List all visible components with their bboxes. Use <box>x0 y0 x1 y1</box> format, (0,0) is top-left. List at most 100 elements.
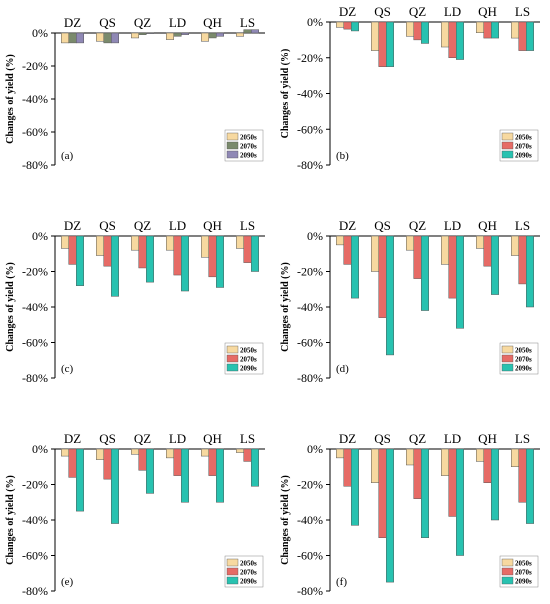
chart-panel-4: 0% -20% -40% -60% -80% Changes of yield (%) DZ… <box>280 218 540 385</box>
bar-2050s-QZ <box>406 235 414 251</box>
bar-2090s-LD <box>456 448 464 556</box>
bar-2050s-QH <box>476 235 484 249</box>
bar-2090s-QZ <box>146 448 154 494</box>
legend-swatch-2090s <box>501 150 514 159</box>
bar-2070s-QS <box>378 21 387 67</box>
legend-label: 2090s <box>240 578 257 586</box>
legend-swatch-2090s <box>226 363 239 372</box>
bar-2090s-LS <box>526 448 534 524</box>
bar-2070s-LS <box>243 235 252 263</box>
bar-2050s-LS <box>236 235 244 249</box>
bar-2050s-QS <box>371 448 379 483</box>
bar-2090s-DZ <box>76 32 84 44</box>
y-tick-label: -20% <box>297 51 323 65</box>
bar-2090s-QS <box>111 235 119 297</box>
legend-label: 2070s <box>240 143 257 151</box>
bar-2090s-QS <box>111 32 119 44</box>
bar-2050s-QS <box>96 32 104 42</box>
category-label: QH <box>203 218 222 233</box>
bar-2050s-QZ <box>406 21 414 37</box>
legend-swatch-2070s <box>501 567 514 576</box>
y-tick-label: -20% <box>22 478 48 492</box>
bar-2090s-DZ <box>351 21 359 32</box>
bar-2050s-DZ <box>336 235 344 246</box>
bar-2070s-LS <box>243 448 252 462</box>
bar-2070s-DZ <box>343 21 352 30</box>
y-tick-label: 0% <box>32 26 48 40</box>
bar-2050s-QH <box>476 21 484 33</box>
bar-2090s-LS <box>251 448 259 487</box>
legend-swatch-2090s <box>501 363 514 372</box>
bar-2070s-QS <box>378 235 387 318</box>
bar-2070s-LD <box>173 235 182 276</box>
y-tick-label: -40% <box>22 513 48 527</box>
y-tick-label: -40% <box>297 513 323 527</box>
bar-2050s-QZ <box>131 235 139 251</box>
category-label: LS <box>240 218 255 233</box>
y-tick-label: -40% <box>297 300 323 314</box>
panel-label: (e) <box>61 576 74 588</box>
bar-2050s-QH <box>201 448 209 457</box>
bar-2070s-LS <box>243 29 252 34</box>
bar-2090s-QH <box>216 235 224 288</box>
bar-2090s-QZ <box>146 32 154 34</box>
y-tick-label: -80% <box>297 584 323 598</box>
bar-2050s-LD <box>441 448 449 476</box>
bar-2070s-QH <box>483 448 492 483</box>
bar-2050s-DZ <box>61 448 69 457</box>
legend-label: 2050s <box>515 134 532 142</box>
bar-2090s-QZ <box>146 235 154 283</box>
bar-2070s-QH <box>208 235 217 278</box>
category-label: QZ <box>134 218 151 233</box>
category-label: LD <box>169 218 186 233</box>
category-label: QZ <box>134 431 151 446</box>
bar-2070s-DZ <box>68 32 77 44</box>
legend-swatch-2050s <box>501 558 514 567</box>
y-axis-title: Changes of yield (%) <box>280 475 291 565</box>
category-label: QZ <box>409 218 426 233</box>
bar-2050s-DZ <box>61 235 69 249</box>
bar-2050s-QZ <box>131 32 139 39</box>
bar-2070s-QH <box>208 32 217 39</box>
bar-2090s-LD <box>181 448 189 503</box>
bar-2090s-LD <box>456 21 464 60</box>
bar-2090s-LS <box>251 235 259 272</box>
y-tick-label: -40% <box>297 87 323 101</box>
legend-label: 2070s <box>515 143 532 151</box>
y-tick-label: -80% <box>22 158 48 172</box>
y-axis-title: Changes of yield (%) <box>5 54 16 144</box>
bar-2070s-LS <box>518 21 527 51</box>
panel-label: (b) <box>336 150 349 162</box>
bar-2050s-LS <box>236 32 244 37</box>
bar-2090s-QS <box>386 235 394 356</box>
bar-2090s-LD <box>181 235 189 292</box>
bar-2050s-LD <box>166 235 174 251</box>
y-tick-label: -60% <box>22 125 48 139</box>
bar-2090s-QH <box>216 448 224 503</box>
bar-2070s-QZ <box>413 235 422 279</box>
category-label: DZ <box>339 4 356 19</box>
bar-2090s-DZ <box>351 448 359 526</box>
panel-label: (d) <box>336 363 349 375</box>
bar-2070s-QZ <box>138 235 147 269</box>
chart-panel-3: 0% -20% -40% -60% -80% Changes of yield (%) DZ… <box>5 218 265 385</box>
legend-label: 2090s <box>515 578 532 586</box>
category-label: QH <box>478 431 497 446</box>
bar-2070s-LD <box>448 235 457 299</box>
y-tick-label: -60% <box>22 549 48 563</box>
legend-swatch-2050s <box>501 132 514 141</box>
bar-2070s-QZ <box>413 448 422 499</box>
category-label: QZ <box>409 4 426 19</box>
bar-2090s-LD <box>456 235 464 329</box>
chart-panel-1: 0% -20% -40% -60% -80% Changes of yield (%) DZ… <box>5 15 265 172</box>
y-axis-title: Changes of yield (%) <box>280 49 291 139</box>
y-tick-label: -80% <box>22 584 48 598</box>
bar-2050s-QS <box>96 448 104 460</box>
bar-2070s-QH <box>483 235 492 267</box>
y-tick-label: -60% <box>22 336 48 350</box>
y-tick-label: -80% <box>22 371 48 385</box>
legend-swatch-2090s <box>226 576 239 585</box>
bar-2090s-DZ <box>76 448 84 512</box>
bar-2070s-DZ <box>68 448 77 478</box>
